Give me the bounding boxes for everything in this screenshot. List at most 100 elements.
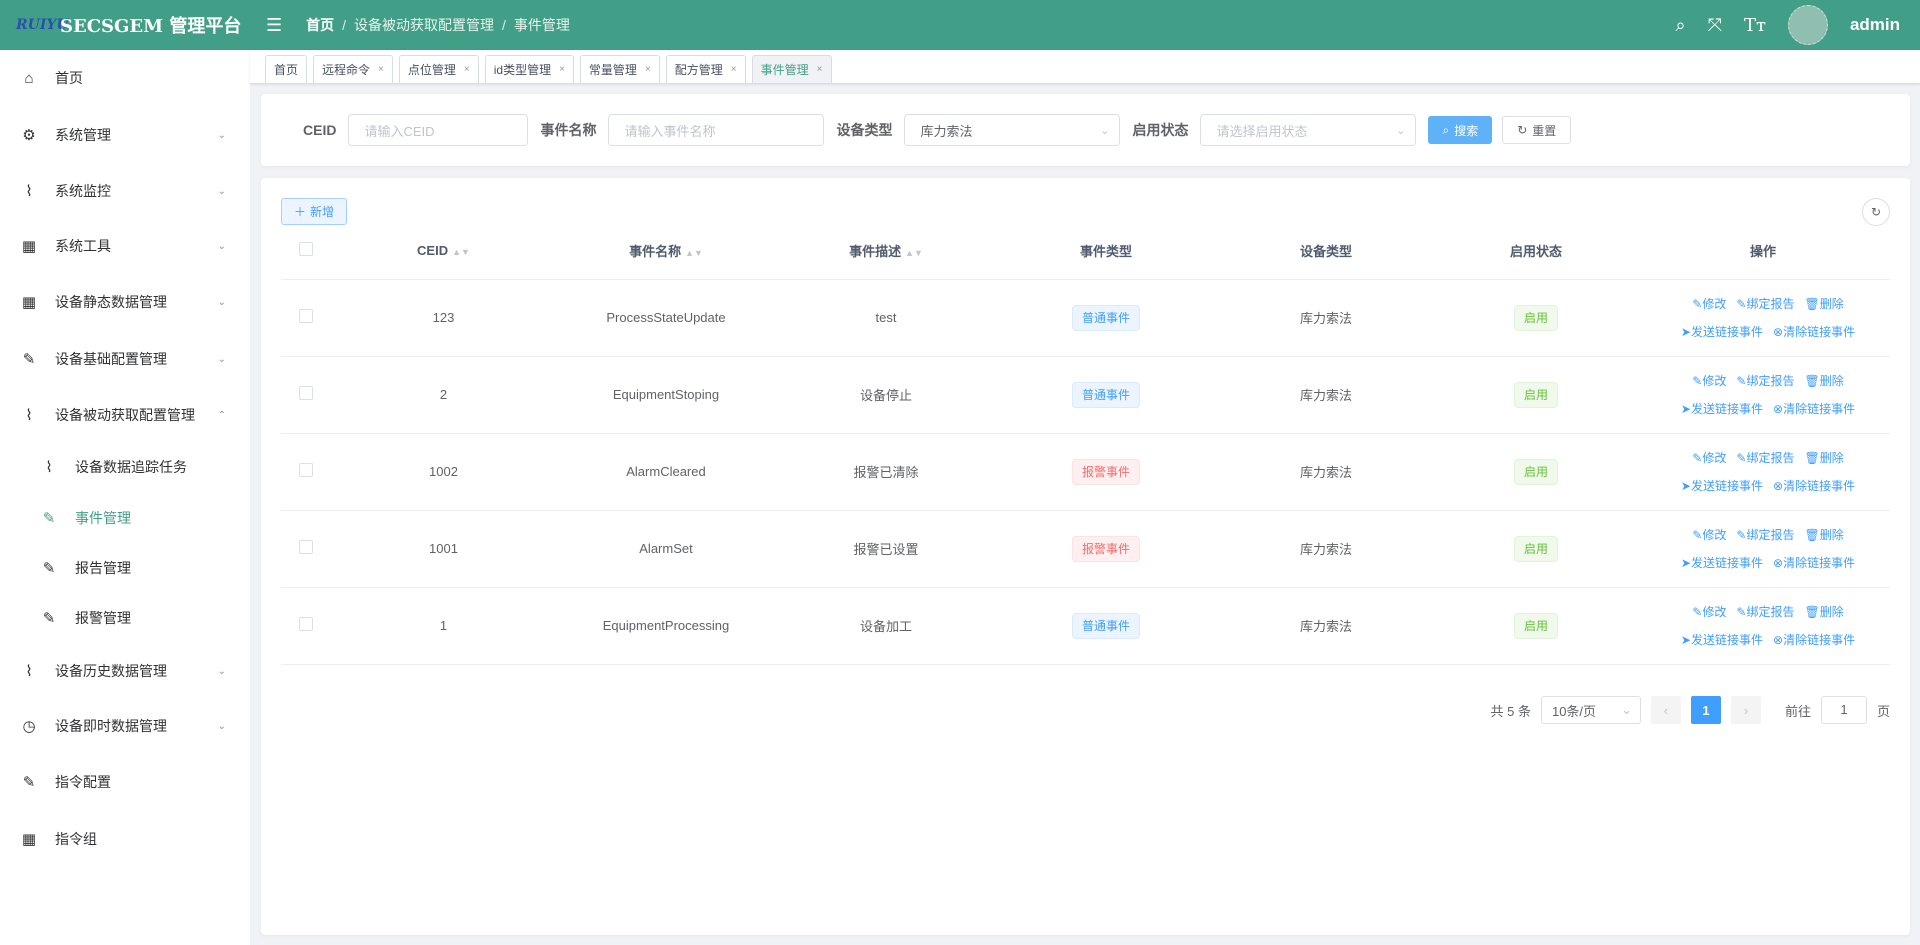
prev-page-button[interactable]: ‹	[1650, 696, 1681, 724]
device-type-select[interactable]: 库力索法 ⌄	[904, 114, 1121, 146]
delete-button[interactable]: 🗑删除	[1804, 527, 1844, 542]
tab-label: 远程命令	[322, 63, 371, 77]
cell-name: AlarmCleared	[556, 433, 776, 511]
col-name[interactable]: 事件名称 ▲▼	[556, 223, 776, 280]
send-link-event-button[interactable]: ➤发送链接事件	[1680, 478, 1763, 493]
trash-icon: 🗑	[1804, 450, 1820, 465]
clear-link-event-button[interactable]: ⊗清除链接事件	[1773, 555, 1856, 570]
breadcrumb-home[interactable]: 首页	[306, 17, 335, 33]
send-link-event-button[interactable]: ➤发送链接事件	[1680, 401, 1763, 416]
tab[interactable]: id类型管理 ×	[484, 55, 574, 83]
row-checkbox[interactable]	[299, 463, 313, 477]
cell-name: EquipmentStoping	[556, 356, 776, 434]
edit-button[interactable]: ✎修改	[1692, 296, 1727, 311]
search-icon[interactable]: ⌕	[1675, 14, 1686, 35]
row-checkbox[interactable]	[299, 540, 313, 554]
row-checkbox[interactable]	[299, 386, 313, 400]
sidebar-item-label: 事件管理	[75, 510, 131, 526]
sort-icon[interactable]: ▲▼	[685, 248, 703, 259]
sidebar-item[interactable]: ✎ 事件管理	[0, 496, 250, 540]
next-page-button[interactable]: ›	[1730, 696, 1761, 724]
reset-button[interactable]: ↻ 重置	[1502, 116, 1572, 144]
chevron-icon: ⌄	[217, 353, 226, 365]
send-link-event-button[interactable]: ➤发送链接事件	[1680, 324, 1763, 339]
close-circle-icon: ⊗	[1773, 555, 1784, 570]
sidebar-item[interactable]: ✎ 设备基础配置管理 ⌄	[0, 337, 250, 381]
sidebar-item[interactable]: ✎ 指令配置	[0, 760, 250, 804]
edit-icon: ✎	[42, 510, 56, 527]
sidebar-item[interactable]: ▦ 系统工具 ⌄	[0, 224, 250, 268]
refresh-button[interactable]: ↻	[1862, 198, 1890, 226]
search-button[interactable]: ⌕ 搜索	[1428, 116, 1493, 144]
close-icon[interactable]: ×	[559, 64, 565, 75]
sidebar-item[interactable]: ⌇ 设备历史数据管理 ⌄	[0, 649, 250, 693]
sidebar-item[interactable]: ✎ 报警管理	[0, 596, 250, 640]
tab[interactable]: 常量管理 ×	[579, 55, 660, 83]
row-checkbox[interactable]	[299, 617, 313, 631]
cell-device: 库力索法	[1216, 433, 1436, 511]
ceid-input[interactable]: 请输入CEID	[348, 114, 529, 146]
bind-report-button[interactable]: ✎绑定报告	[1736, 450, 1795, 465]
bind-report-button[interactable]: ✎绑定报告	[1736, 296, 1795, 311]
page-size-select[interactable]: 10条/页 ⌄	[1540, 696, 1641, 724]
edit-icon: ✎	[1692, 373, 1703, 388]
bind-report-button[interactable]: ✎绑定报告	[1736, 604, 1795, 619]
tab[interactable]: 首页	[265, 55, 308, 83]
sidebar-item[interactable]: ⌂ 首页	[0, 56, 250, 100]
edit-button[interactable]: ✎修改	[1692, 527, 1727, 542]
sort-icon[interactable]: ▲▼	[452, 247, 470, 258]
close-icon[interactable]: ×	[463, 64, 470, 75]
table-row: 1001 AlarmSet 报警已设置 报警事件 库力索法 启用 ✎修改 ✎绑定报…	[281, 510, 1890, 588]
bind-report-button[interactable]: ✎绑定报告	[1736, 527, 1795, 542]
clear-link-event-button[interactable]: ⊗清除链接事件	[1773, 401, 1856, 416]
delete-button[interactable]: 🗑删除	[1804, 450, 1844, 465]
close-icon[interactable]: ×	[378, 64, 384, 75]
sidebar-item[interactable]: ✎ 报告管理	[0, 546, 250, 590]
sidebar-item-label: 系统监控	[55, 183, 111, 199]
sidebar-item[interactable]: ▦ 指令组	[0, 817, 250, 861]
avatar[interactable]	[1787, 5, 1828, 45]
delete-button[interactable]: 🗑删除	[1804, 296, 1844, 311]
sidebar-item[interactable]: ⌇ 系统监控 ⌄	[0, 169, 250, 213]
tab[interactable]: 配方管理 ×	[665, 55, 746, 83]
tab[interactable]: 事件管理 ×	[751, 55, 832, 83]
cell-ceid: 1001	[331, 510, 556, 588]
user-name[interactable]: admin	[1849, 15, 1900, 34]
font-size-icon[interactable]: Tт	[1743, 14, 1766, 36]
clear-link-event-button[interactable]: ⊗清除链接事件	[1773, 632, 1856, 647]
send-link-event-button[interactable]: ➤发送链接事件	[1680, 632, 1763, 647]
menu-toggle-icon[interactable]: ☰	[266, 14, 283, 35]
select-all-checkbox[interactable]	[299, 242, 313, 257]
col-ceid[interactable]: CEID ▲▼	[331, 223, 556, 280]
row-checkbox[interactable]	[299, 309, 313, 323]
fullscreen-icon[interactable]: ⤧	[1707, 14, 1722, 35]
send-link-event-button[interactable]: ➤发送链接事件	[1680, 555, 1763, 570]
close-icon[interactable]: ×	[644, 64, 651, 75]
clear-link-event-button[interactable]: ⊗清除链接事件	[1773, 324, 1856, 339]
edit-button[interactable]: ✎修改	[1692, 373, 1727, 388]
close-icon[interactable]: ×	[816, 64, 823, 75]
tab[interactable]: 点位管理 ×	[398, 55, 479, 83]
sort-icon[interactable]: ▲▼	[905, 248, 923, 259]
edit-button[interactable]: ✎修改	[1692, 450, 1727, 465]
status-select[interactable]: 请选择启用状态 ⌄	[1200, 114, 1417, 146]
add-button[interactable]: ＋新增	[281, 198, 348, 225]
goto-page-input[interactable]: 1	[1820, 696, 1867, 724]
clear-link-event-button[interactable]: ⊗清除链接事件	[1773, 478, 1856, 493]
delete-button[interactable]: 🗑删除	[1804, 373, 1844, 388]
sidebar-item[interactable]: ⚙ 系统管理 ⌄	[0, 113, 250, 157]
col-desc[interactable]: 事件描述 ▲▼	[776, 223, 996, 280]
sidebar-item[interactable]: ▦ 设备静态数据管理 ⌄	[0, 280, 250, 324]
page-1-button[interactable]: 1	[1690, 696, 1721, 724]
sidebar-item[interactable]: ⌇ 设备数据追踪任务	[0, 445, 250, 489]
sidebar-item[interactable]: ◷ 设备即时数据管理 ⌄	[0, 704, 250, 748]
event-name-input[interactable]: 请输入事件名称	[608, 114, 825, 146]
cell-device: 库力索法	[1216, 587, 1436, 665]
bind-report-button[interactable]: ✎绑定报告	[1736, 373, 1795, 388]
edit-button[interactable]: ✎修改	[1692, 604, 1727, 619]
close-icon[interactable]: ×	[730, 64, 737, 75]
delete-button[interactable]: 🗑删除	[1804, 604, 1844, 619]
tab[interactable]: 远程命令 ×	[313, 55, 393, 83]
status-tag: 启用	[1513, 381, 1558, 408]
sidebar-item[interactable]: ⌇ 设备被动获取配置管理 ⌃	[0, 393, 250, 437]
